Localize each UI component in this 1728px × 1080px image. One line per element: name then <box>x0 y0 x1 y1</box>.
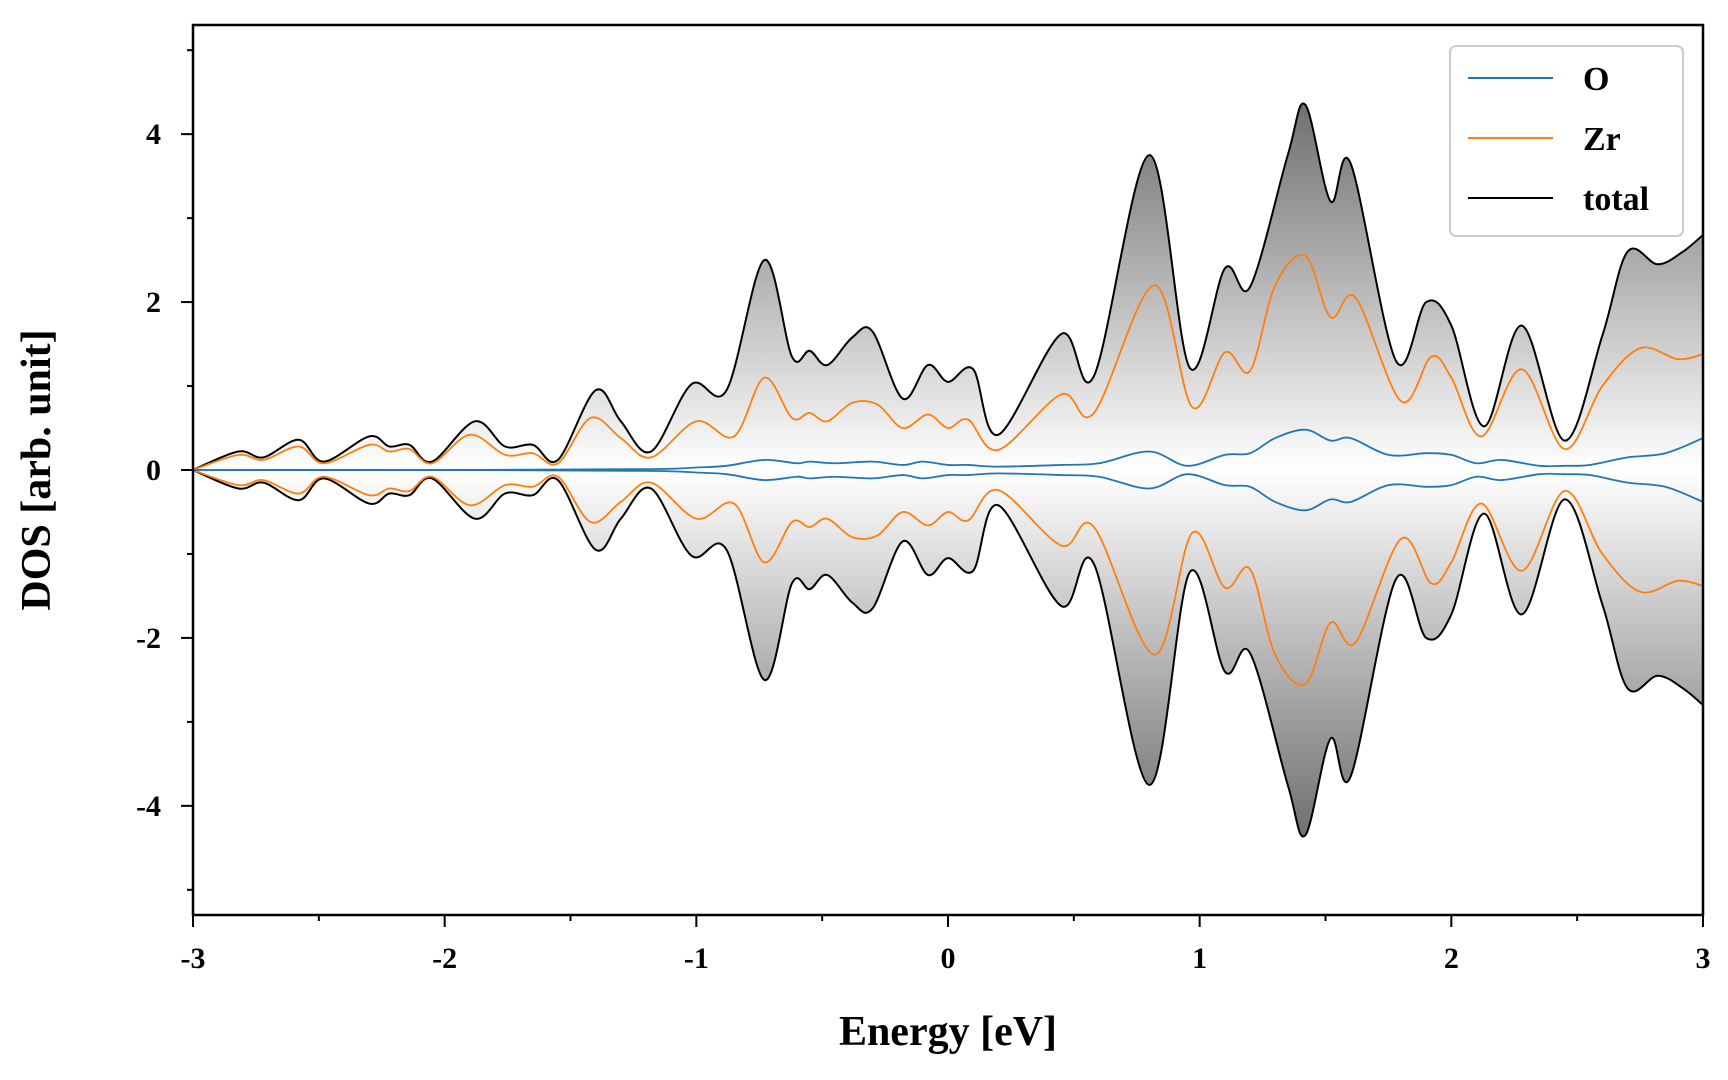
y-tick-label: 2 <box>146 286 161 319</box>
line-o-up <box>193 428 1703 471</box>
line-total-up <box>193 102 1703 471</box>
y-tick-label: -4 <box>136 790 161 823</box>
x-axis-label: Energy [eV] <box>839 1009 1057 1055</box>
y-tick-label: -2 <box>136 622 161 655</box>
fill-total-down <box>193 470 1703 837</box>
legend-label-total: total <box>1583 181 1649 218</box>
x-tick-label: 0 <box>941 942 956 975</box>
y-axis-label: DOS [arb. unit] <box>14 329 60 610</box>
legend-label-o: O <box>1583 61 1609 98</box>
x-tick-label: -3 <box>181 942 206 975</box>
legend: O Zr total <box>1449 45 1684 237</box>
x-axis: -3 -2 -1 0 1 2 3 <box>181 915 1711 975</box>
legend-label-zr: Zr <box>1583 121 1621 158</box>
line-o-down <box>193 469 1703 512</box>
y-tick-label: 0 <box>146 454 161 487</box>
x-tick-label: 1 <box>1192 942 1207 975</box>
x-tick-label: -1 <box>684 942 709 975</box>
x-tick-label: 3 <box>1696 942 1711 975</box>
fill-total-up <box>193 103 1703 471</box>
x-tick-label: 2 <box>1444 942 1459 975</box>
legend-box <box>1449 45 1684 237</box>
line-zr-down <box>193 469 1703 687</box>
x-tick-label: -2 <box>432 942 457 975</box>
line-total-down <box>193 469 1703 838</box>
dos-curves <box>193 102 1703 838</box>
y-axis: -4 -2 0 2 4 <box>136 49 193 891</box>
line-zr-up <box>193 253 1703 471</box>
y-tick-label: 4 <box>146 118 161 151</box>
